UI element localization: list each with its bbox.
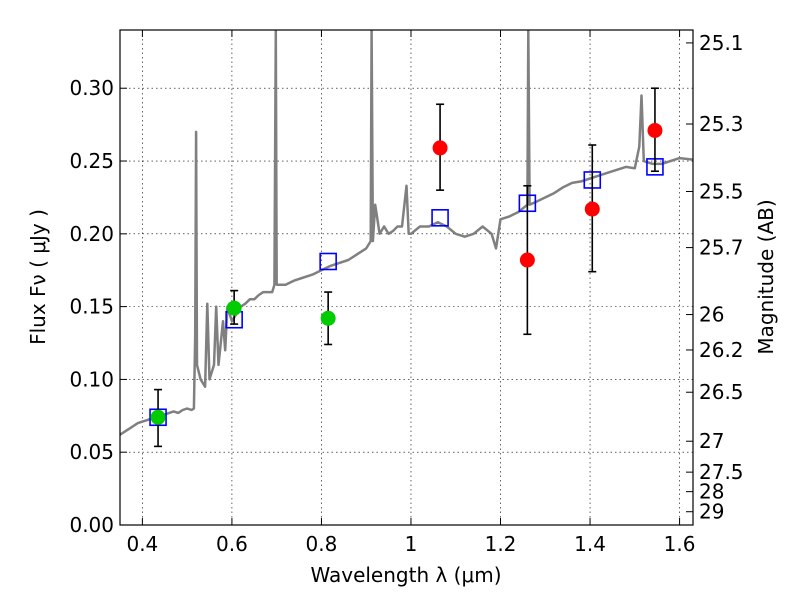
- y2-tick-label: 25.5: [699, 179, 744, 203]
- y2-tick-label: 26.2: [699, 338, 744, 362]
- y-tick-label: 0.20: [69, 222, 114, 246]
- data-point: [584, 201, 600, 217]
- y2-tick-label: 25.3: [699, 112, 744, 136]
- model-square-marker: [431, 209, 449, 227]
- tick-layer: 0.4 0.6 0.8 1 1.2 1.4 1.6 0.00 0.05 0.10 0.15 0.20 0…: [69, 30, 744, 556]
- x-tick-label: 0.4: [126, 532, 158, 556]
- data-point: [432, 140, 448, 156]
- data-point: [226, 300, 242, 316]
- y2-tick-label: 26: [699, 303, 724, 327]
- x-tick-label: 1.6: [664, 532, 696, 556]
- y2-tick-label: 26.5: [699, 380, 744, 404]
- data-layer: [120, 30, 693, 436]
- data-point: [519, 252, 535, 268]
- y2-tick-label: 27: [699, 429, 724, 453]
- y2-axis-label: Magnitude (AB): [754, 199, 778, 354]
- y-tick-label: 0.10: [69, 367, 114, 391]
- data-point: [647, 122, 663, 138]
- y-tick-label: 0.05: [69, 440, 114, 464]
- data-point: [320, 310, 336, 326]
- y2-tick-label: 27.5: [699, 460, 744, 484]
- spectrum-line: [120, 30, 693, 436]
- model-square-marker: [319, 252, 337, 271]
- x-axis-label: Wavelength λ (μm): [310, 563, 501, 587]
- marker-layer: [149, 87, 664, 448]
- x-tick-label: 0.8: [306, 532, 338, 556]
- y-axis-label: Flux Fν ( μJy ): [26, 209, 50, 345]
- y-tick-label: 0.25: [69, 149, 114, 173]
- x-tick-label: 1.4: [574, 532, 606, 556]
- grid-layer: [120, 30, 693, 526]
- plot-frame: [119, 29, 694, 526]
- y2-tick-label: 29: [699, 500, 724, 524]
- x-tick-label: 0.6: [216, 532, 248, 556]
- x-tick-label: 1: [405, 532, 418, 556]
- y-tick-label: 0.30: [69, 76, 114, 100]
- y-tick-label: 0.15: [69, 295, 114, 319]
- y2-tick-label: 25.7: [699, 236, 744, 260]
- y2-tick-label: 28: [699, 480, 724, 504]
- x-tick-label: 1.2: [485, 532, 517, 556]
- y-tick-label: 0.00: [69, 513, 114, 537]
- y2-tick-label: 25.1: [699, 31, 744, 55]
- data-point: [150, 409, 166, 425]
